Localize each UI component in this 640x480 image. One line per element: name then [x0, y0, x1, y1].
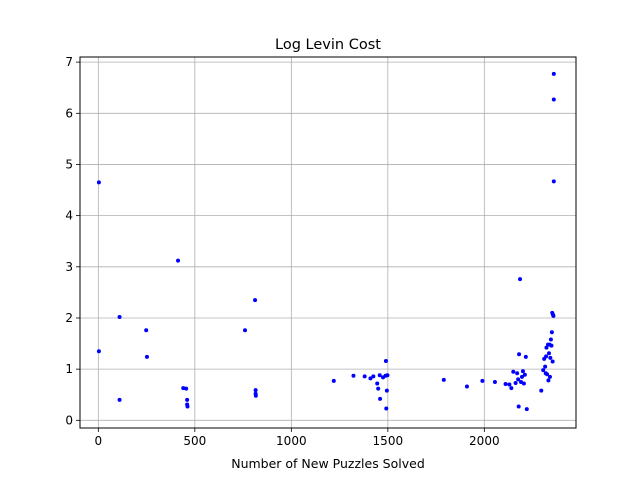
plot-frame — [79, 56, 577, 429]
data-point — [96, 180, 101, 185]
data-point — [385, 373, 390, 378]
data-point — [185, 397, 190, 402]
data-point — [144, 328, 149, 333]
data-point — [546, 378, 551, 383]
data-point — [520, 369, 525, 374]
data-point — [522, 372, 527, 377]
y-tick-label: 5 — [65, 157, 73, 171]
data-point — [544, 354, 549, 359]
data-point — [376, 386, 381, 391]
data-point — [492, 379, 497, 384]
data-point — [551, 97, 556, 102]
data-point — [549, 343, 554, 348]
y-tick-label: 3 — [65, 260, 73, 274]
data-point — [368, 376, 373, 381]
data-point — [176, 258, 181, 263]
data-point — [383, 358, 388, 363]
data-point — [550, 359, 555, 364]
data-point — [541, 368, 546, 373]
y-tick-label: 0 — [65, 413, 73, 427]
y-tick-label: 4 — [65, 209, 73, 223]
data-point — [546, 351, 551, 356]
data-point — [545, 372, 550, 377]
data-point — [243, 328, 248, 333]
y-tick-label: 6 — [65, 106, 73, 120]
data-point — [521, 381, 526, 386]
data-point — [441, 377, 446, 382]
axis-ticks: 0 500 1000 1500 2000 0 1 2 3 4 5 6 7 — [65, 55, 499, 448]
data-point — [377, 373, 382, 378]
data-point — [551, 179, 556, 184]
data-point — [551, 313, 556, 318]
data-point — [371, 374, 376, 379]
data-point — [548, 355, 553, 360]
x-axis-label: Number of New Puzzles Solved — [231, 456, 425, 471]
data-point — [480, 378, 485, 383]
data-point — [549, 330, 554, 335]
data-point — [375, 381, 380, 386]
data-point — [117, 397, 122, 402]
x-tick-label: 1500 — [373, 434, 404, 448]
data-point — [96, 349, 101, 354]
data-point — [185, 404, 190, 409]
data-point — [551, 71, 556, 76]
data-point — [518, 277, 523, 282]
data-point — [517, 352, 522, 357]
data-point — [144, 354, 149, 359]
data-point — [362, 374, 367, 379]
y-tick-label: 2 — [65, 311, 73, 325]
data-point — [543, 364, 548, 369]
data-point — [515, 371, 520, 376]
data-point — [351, 373, 356, 378]
data-point — [117, 314, 122, 319]
data-point — [507, 382, 512, 387]
data-point — [516, 404, 521, 409]
data-point — [503, 381, 508, 386]
y-tick-label: 7 — [65, 55, 73, 69]
data-point — [516, 377, 521, 382]
data-points — [96, 71, 556, 412]
data-point — [547, 374, 552, 379]
data-point — [378, 396, 383, 401]
data-point — [509, 386, 514, 391]
data-point — [253, 393, 258, 398]
data-point — [253, 298, 258, 303]
data-point — [384, 406, 389, 411]
data-point — [384, 388, 389, 393]
data-point — [523, 354, 528, 359]
data-point — [331, 378, 336, 383]
chart-title: Log Levin Cost — [275, 37, 381, 53]
data-point — [513, 380, 518, 385]
data-point — [524, 407, 529, 412]
grid-lines — [80, 57, 576, 428]
data-point — [253, 388, 258, 393]
data-point — [511, 369, 516, 374]
data-point — [184, 386, 189, 391]
data-point — [539, 388, 544, 393]
data-point — [519, 374, 524, 379]
x-tick-label: 1000 — [276, 434, 307, 448]
data-point — [464, 384, 469, 389]
x-tick-label: 500 — [183, 434, 206, 448]
data-point — [544, 345, 549, 350]
data-point — [548, 337, 553, 342]
y-tick-label: 1 — [65, 362, 73, 376]
x-tick-label: 0 — [95, 434, 103, 448]
x-tick-label: 2000 — [469, 434, 500, 448]
